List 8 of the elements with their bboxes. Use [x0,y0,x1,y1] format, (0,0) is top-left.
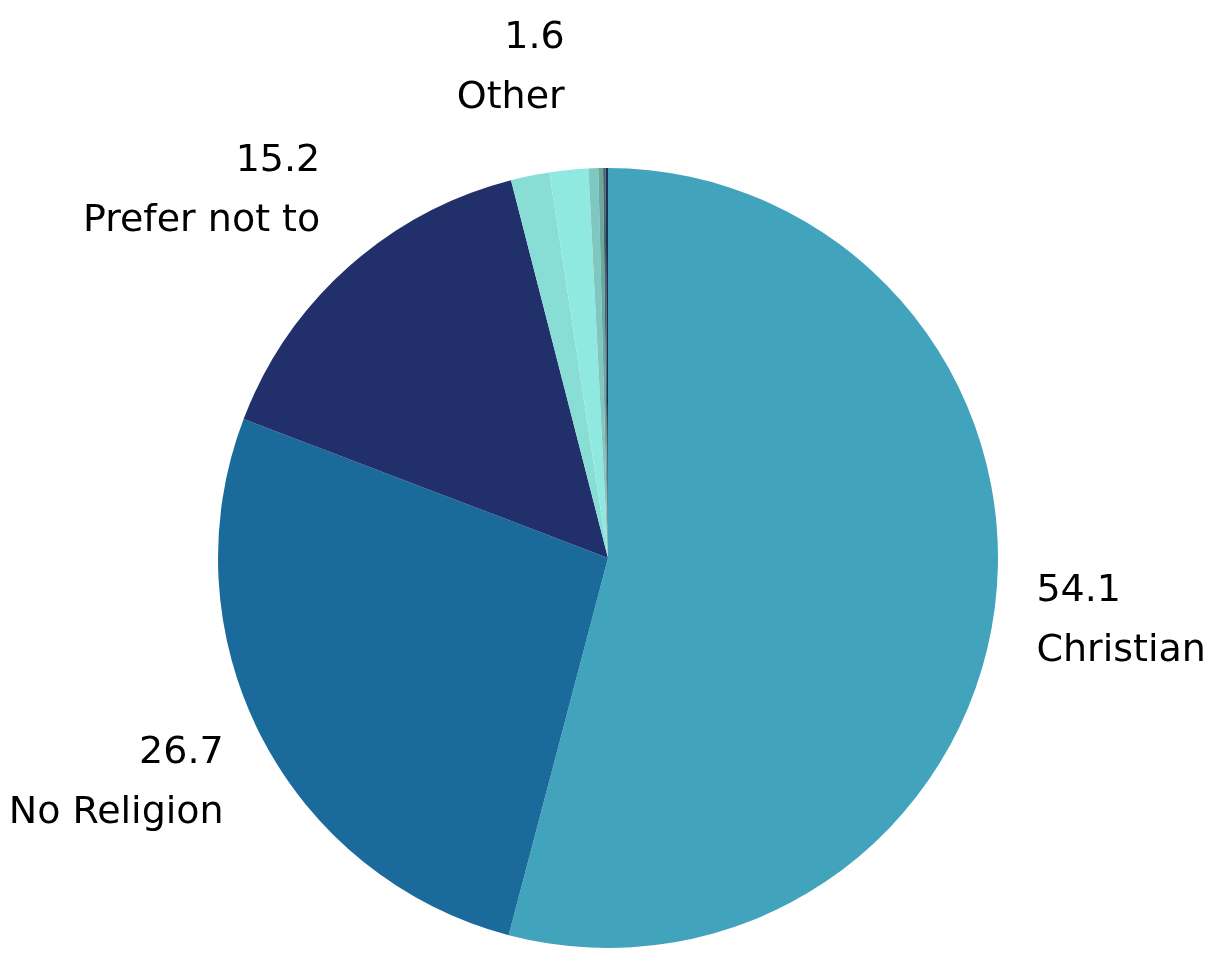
slice-label: Prefer not to [82,195,321,240]
slice-label: No Religion [8,787,224,832]
data-label: 26.7 [139,727,224,772]
slice-label: Christian [1036,626,1206,671]
slice-label: Other [456,73,566,118]
data-label: 15.2 [235,135,321,180]
data-label: 1.6 [504,13,565,58]
data-label: 54.1 [1036,566,1122,611]
